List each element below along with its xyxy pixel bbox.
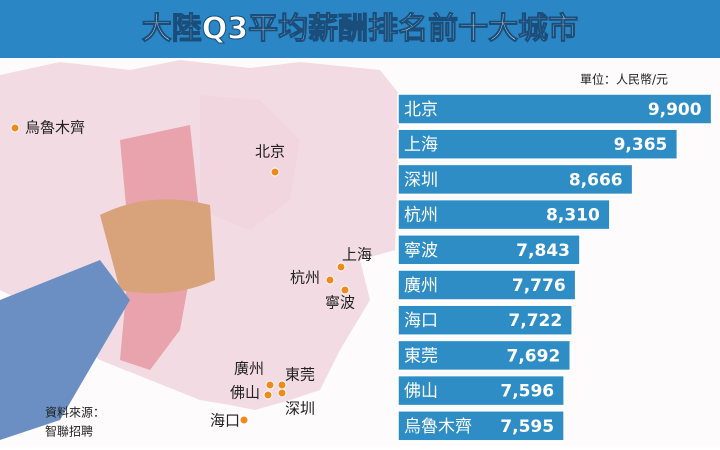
city-dot xyxy=(10,123,20,133)
category-label: 深圳 xyxy=(404,170,438,190)
category-label: 烏魯木齊 xyxy=(404,417,472,437)
city-label: 寧波 xyxy=(325,294,355,312)
bar xyxy=(397,410,565,442)
value-label: 8,666 xyxy=(569,170,623,190)
category-label: 寧波 xyxy=(404,241,438,261)
city-label: 杭州 xyxy=(290,269,320,287)
bar xyxy=(397,128,679,160)
category-label: 廣州 xyxy=(404,276,438,296)
value-label: 7,722 xyxy=(508,311,562,331)
city-dot xyxy=(325,275,335,285)
unit-note: 單位：人民幣/元 xyxy=(580,72,668,87)
bar xyxy=(397,374,565,407)
hand-illustration xyxy=(0,125,215,440)
source-name: 智聯招聘 xyxy=(45,424,93,439)
city-label: 海口 xyxy=(210,412,240,430)
city-dot xyxy=(340,285,350,295)
category-label: 北京 xyxy=(404,100,438,120)
value-label: 7,692 xyxy=(507,346,561,366)
city-dot xyxy=(336,262,346,272)
city-label: 上海 xyxy=(342,246,372,264)
bar xyxy=(397,269,577,301)
city-label: 廣州 xyxy=(234,360,264,378)
fist xyxy=(100,199,215,294)
city-dot xyxy=(265,380,275,390)
bar xyxy=(397,339,572,372)
value-label: 9,900 xyxy=(648,100,702,120)
bar xyxy=(397,304,573,336)
city-dot xyxy=(270,167,280,177)
city-label: 東莞 xyxy=(285,366,315,384)
city-dot xyxy=(263,390,273,400)
category-label: 海口 xyxy=(404,311,438,331)
sleeve xyxy=(0,260,130,440)
value-label: 9,365 xyxy=(614,135,668,155)
category-label: 佛山 xyxy=(404,382,438,402)
map-region xyxy=(200,95,300,230)
title: 大陸Q3平均薪酬排名前十大城市 xyxy=(142,12,578,47)
bar xyxy=(397,234,581,266)
value-label: 7,596 xyxy=(500,382,554,402)
bar xyxy=(397,198,611,231)
category-label: 東莞 xyxy=(404,346,438,366)
city-label: 烏魯木齊 xyxy=(25,119,85,137)
bar xyxy=(397,163,634,196)
city-label: 深圳 xyxy=(285,400,315,418)
category-label: 杭州 xyxy=(404,206,438,226)
source-label: 資料來源： xyxy=(45,406,105,420)
title-banner xyxy=(0,0,720,58)
category-label: 上海 xyxy=(404,135,438,155)
value-label: 7,776 xyxy=(512,276,566,296)
bar xyxy=(397,93,713,125)
value-label: 7,595 xyxy=(500,417,554,437)
city-label: 佛山 xyxy=(230,384,260,402)
value-label: 8,310 xyxy=(546,206,600,226)
value-label: 7,843 xyxy=(516,241,570,261)
city-dot xyxy=(239,415,249,425)
city-label: 北京 xyxy=(255,143,285,161)
city-dot xyxy=(277,388,287,398)
